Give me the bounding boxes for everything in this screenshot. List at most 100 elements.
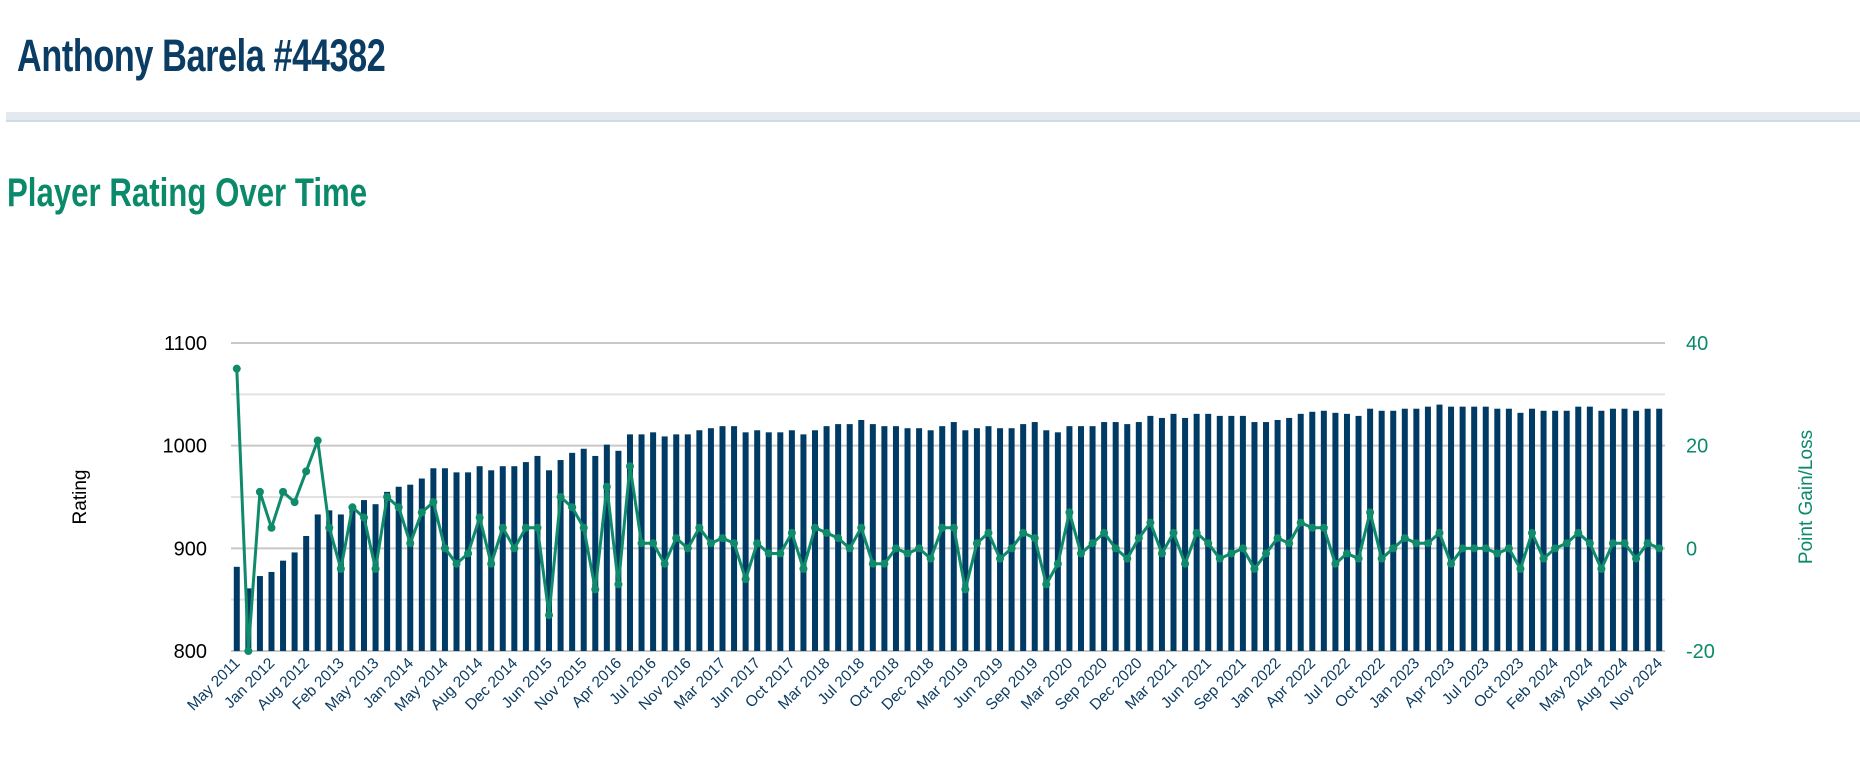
rating-bar <box>1517 412 1524 651</box>
gain-loss-point <box>1169 528 1178 537</box>
rating-bar <box>1182 417 1189 651</box>
rating-bar <box>1205 413 1212 651</box>
gain-loss-point <box>1319 523 1328 532</box>
rating-bar <box>268 571 275 651</box>
rating-bar <box>233 566 240 651</box>
gain-loss-point <box>753 539 762 548</box>
rating-bar <box>626 434 633 651</box>
rating-bar <box>939 426 946 651</box>
rating-bar <box>580 448 587 651</box>
rating-bar <box>1378 410 1385 651</box>
gain-loss-point <box>1250 564 1259 573</box>
gain-loss-point <box>1574 528 1583 537</box>
rating-bar <box>1089 426 1096 651</box>
left-axis-title: Rating <box>70 470 91 525</box>
rating-bar <box>407 484 414 651</box>
gain-loss-point <box>972 539 981 548</box>
gain-loss-point <box>1458 544 1467 553</box>
left-tick-label: 800 <box>174 641 207 663</box>
gain-loss-point <box>915 544 924 553</box>
gain-loss-point <box>822 528 831 537</box>
gain-loss-point <box>880 559 889 568</box>
gain-loss-point <box>961 585 970 594</box>
rating-bar <box>430 468 437 651</box>
gain-loss-point <box>510 544 519 553</box>
rating-bar <box>1332 412 1339 651</box>
rating-bar <box>1043 430 1050 651</box>
gain-loss-point <box>417 508 426 517</box>
gain-loss-point <box>1262 549 1271 558</box>
rating-bar <box>1158 417 1165 651</box>
rating-bar <box>1586 406 1593 651</box>
right-tick-label: 40 <box>1686 333 1708 355</box>
gain-loss-point <box>383 493 392 501</box>
rating-bar <box>384 491 391 651</box>
rating-bar <box>280 560 287 651</box>
rating-bar <box>360 500 367 651</box>
rating-bar <box>673 434 680 651</box>
gain-loss-point <box>1019 528 1028 537</box>
gain-loss-point <box>637 539 646 548</box>
gain-loss-point <box>903 549 912 558</box>
rating-bar <box>1355 415 1362 651</box>
gain-loss-point <box>996 554 1005 563</box>
gain-loss-point <box>706 539 715 548</box>
rating-bar <box>303 536 310 651</box>
rating-bar <box>1401 408 1408 651</box>
rating-bar <box>1424 406 1431 651</box>
rating-bar <box>881 426 888 651</box>
rating-bar <box>592 455 599 651</box>
gain-loss-point <box>1238 544 1247 553</box>
rating-bar <box>441 468 448 651</box>
gain-loss-point <box>1146 518 1155 527</box>
right-tick-label: -20 <box>1686 641 1715 663</box>
left-axis-ticks: 800 900 1000 1100 <box>163 333 208 663</box>
rating-bar <box>1656 408 1663 651</box>
rating-bar <box>1448 406 1455 651</box>
rating-bar <box>1482 406 1489 651</box>
rating-bar <box>1459 406 1466 651</box>
rating-bar <box>1054 432 1061 651</box>
rating-bar <box>1390 410 1397 651</box>
gain-loss-point <box>1076 549 1085 558</box>
rating-bar <box>337 514 344 651</box>
gain-loss-point <box>1366 508 1375 517</box>
gain-loss-point <box>1389 544 1398 553</box>
gain-loss-point <box>521 523 530 532</box>
rating-bar <box>1563 410 1570 651</box>
rating-bar <box>546 470 553 651</box>
rating-bar <box>1644 408 1651 651</box>
rating-bar <box>603 444 610 651</box>
gain-loss-point <box>1007 544 1016 553</box>
rating-bar <box>1239 415 1246 651</box>
rating-bar <box>1343 413 1350 651</box>
gain-loss-point <box>1539 554 1548 563</box>
gain-loss-point <box>1528 528 1537 537</box>
gain-loss-point <box>1423 539 1432 548</box>
rating-bar <box>1598 410 1605 651</box>
gain-loss-point <box>371 564 380 573</box>
gain-loss-point <box>1620 539 1629 548</box>
gain-loss-point <box>834 534 843 543</box>
gain-loss-point <box>579 523 588 532</box>
gain-loss-point <box>1157 549 1166 558</box>
rating-bar <box>846 424 853 651</box>
gain-loss-point <box>787 528 796 537</box>
rating-bar <box>858 420 865 651</box>
gain-loss-point <box>776 549 785 558</box>
gain-loss-point <box>845 544 854 553</box>
gain-loss-point <box>695 523 704 532</box>
gain-loss-point <box>891 544 900 553</box>
rating-bar <box>777 432 784 651</box>
rating-bar <box>314 514 321 651</box>
rating-bar <box>476 466 483 651</box>
gain-loss-point <box>290 498 299 507</box>
gain-loss-point <box>1412 539 1421 548</box>
rating-bar <box>534 455 541 651</box>
gain-loss-point <box>232 364 241 373</box>
gain-loss-point <box>556 493 565 501</box>
gain-loss-point <box>1123 554 1132 563</box>
rating-bar <box>511 466 518 651</box>
